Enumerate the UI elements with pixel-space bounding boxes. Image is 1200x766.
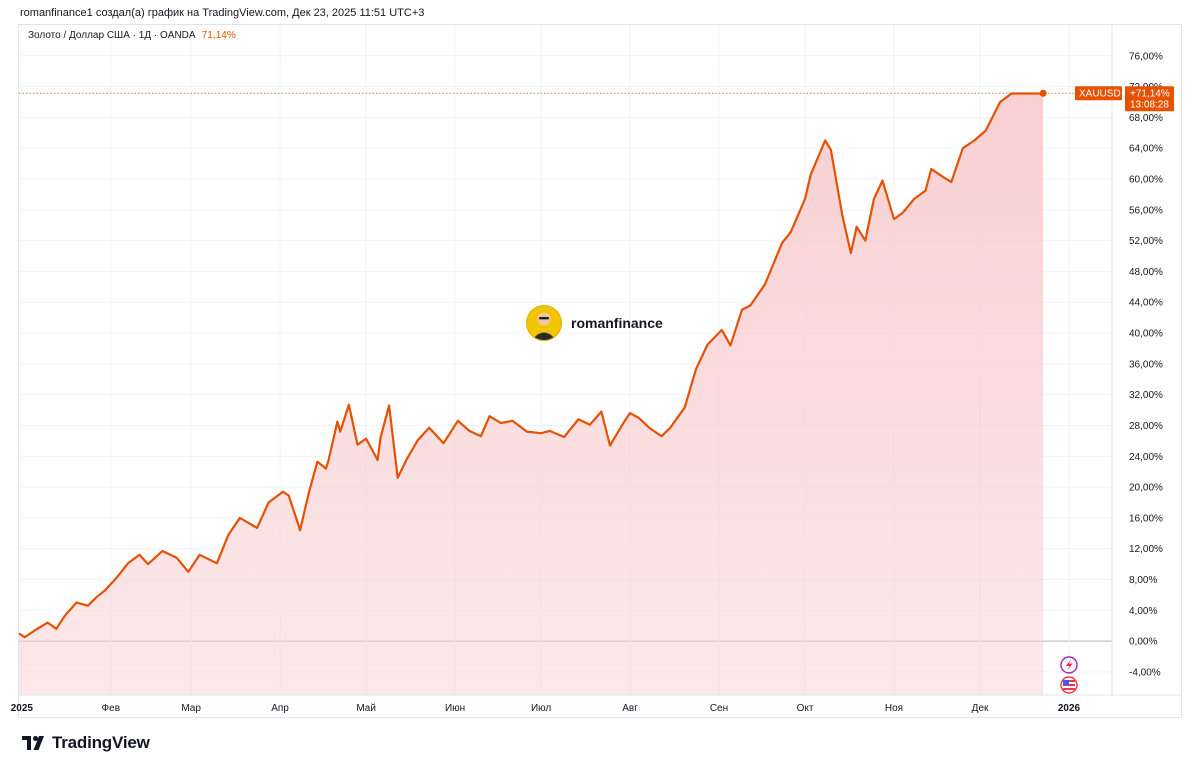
x-tick-label: Мар (181, 703, 201, 714)
tradingview-logo-icon (22, 736, 44, 750)
chart-header-title: romanfinance1 создал(а) график на Tradin… (20, 7, 425, 19)
y-axis: 76,00%72,00%68,00%64,00%60,00%56,00%52,0… (19, 25, 1181, 696)
x-tick-label: Авг (622, 703, 638, 714)
y-tick-label: 12,00% (1129, 544, 1163, 555)
y-tick-label: 0,00% (1129, 637, 1157, 648)
legend-symbol-label: Золото / Доллар США · 1Д · OANDA (28, 30, 196, 41)
x-tick-label: Фев (102, 703, 120, 714)
y-tick-label: -4,00% (1129, 667, 1161, 678)
x-tick-label: Сен (710, 703, 728, 714)
y-tick-label: 76,00% (1129, 51, 1163, 62)
y-tick-label: 52,00% (1129, 236, 1163, 247)
y-tick-label: 20,00% (1129, 483, 1163, 494)
avatar (526, 305, 562, 341)
y-tick-label: 8,00% (1129, 575, 1157, 586)
x-axis: 2025 Фев Мар Апр Май Июн Июл Авг Сен Окт Ноя Дек 202… (11, 703, 1081, 714)
area-fill (19, 93, 1044, 695)
bar-countdown-text: 13:08:28 (1130, 100, 1169, 111)
author-watermark: romanfinance (526, 305, 663, 341)
x-tick-label: Ноя (885, 703, 903, 714)
avatar-person-icon (532, 312, 556, 340)
price-line (18, 92, 1044, 639)
y-tick-label: 36,00% (1129, 359, 1163, 370)
y-tick-label: 28,00% (1129, 421, 1163, 432)
y-tick-label: 40,00% (1129, 329, 1163, 340)
price-tag-layer: XAUUSD +71,14%13:08:28 (19, 86, 1174, 112)
x-tick-label: Июн (445, 703, 465, 714)
line-layer (18, 89, 1047, 639)
x-tick-label: Июл (531, 703, 551, 714)
y-tick-label: 64,00% (1129, 144, 1163, 155)
x-tick-label: 2026 (1058, 703, 1081, 714)
last-price-dot (1039, 89, 1047, 97)
y-tick-label: 4,00% (1129, 606, 1157, 617)
watermark-username: romanfinance (571, 315, 663, 331)
event-icons (1060, 656, 1078, 694)
y-tick-label: 32,00% (1129, 390, 1163, 401)
y-tick-label: 60,00% (1129, 175, 1163, 186)
x-tick-label: 2025 (11, 703, 34, 714)
price-change-tag (1125, 86, 1174, 112)
brand-name: TradingView (52, 733, 150, 752)
y-tick-label: 16,00% (1129, 513, 1163, 524)
x-tick-label: Май (356, 703, 376, 714)
legend-change-value: 71,14% (201, 30, 236, 41)
y-tick-label: 68,00% (1129, 113, 1163, 124)
chart-legend: Золото / Доллар США · 1Д · OANDA 71,14% (28, 30, 236, 41)
area-layer (19, 93, 1044, 695)
x-tick-label: Апр (271, 703, 289, 714)
x-tick-label: Дек (972, 703, 989, 714)
y-tick-label: 24,00% (1129, 452, 1163, 463)
price-change-text: +71,14% (1130, 89, 1170, 100)
tradingview-brand[interactable]: TradingView (22, 733, 150, 753)
lightning-event-icon[interactable] (1060, 656, 1078, 674)
y-tick-label: 48,00% (1129, 267, 1163, 278)
y-tick-label: 44,00% (1129, 298, 1163, 309)
x-tick-label: Окт (797, 703, 814, 714)
us-flag-event-icon[interactable] (1060, 676, 1078, 694)
symbol-tag (1075, 86, 1122, 101)
symbol-tag-text: XAUUSD (1079, 89, 1121, 100)
y-tick-label: 56,00% (1129, 205, 1163, 216)
